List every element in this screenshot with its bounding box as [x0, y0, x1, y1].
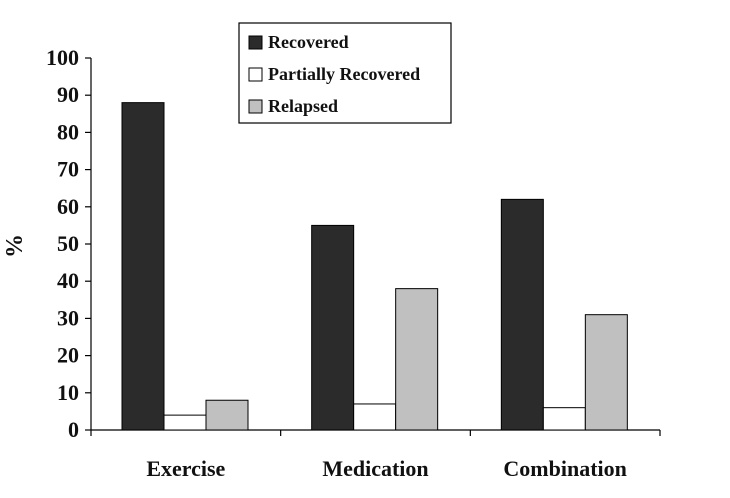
legend-swatch [248, 67, 263, 82]
y-tick-label: 100 [46, 45, 79, 70]
legend-swatch [248, 35, 263, 50]
y-tick-label: 0 [68, 417, 79, 442]
y-tick-label: 40 [57, 268, 79, 293]
y-tick-label: 50 [57, 231, 79, 256]
legend: Recovered Partially Recovered Relapsed [238, 22, 452, 124]
bar [584, 314, 628, 431]
y-tick-label: 10 [57, 380, 79, 405]
bar [121, 102, 165, 431]
bar [542, 407, 586, 431]
bar [163, 414, 207, 431]
y-tick-label: 60 [57, 194, 79, 219]
x-tick-label: Exercise [146, 456, 225, 481]
bar [311, 224, 355, 431]
x-tick-labels: Exercise Medication Combination [146, 456, 627, 481]
y-tick-label: 90 [57, 82, 79, 107]
bar [500, 198, 544, 431]
bar [395, 288, 439, 431]
y-tick-label: 20 [57, 343, 79, 368]
y-tick-label: 70 [57, 157, 79, 182]
x-tick-label: Medication [322, 456, 428, 481]
legend-label: Relapsed [268, 96, 338, 116]
x-tick-label: Combination [503, 456, 626, 481]
bar [353, 403, 397, 431]
y-tick-label: 80 [57, 119, 79, 144]
legend-label: Recovered [268, 32, 349, 52]
axes: 0 10 20 30 40 50 60 70 80 90 100 [46, 45, 661, 442]
legend-box [238, 22, 452, 124]
legend-swatch [248, 99, 263, 114]
bar [205, 399, 249, 431]
legend-label: Partially Recovered [268, 64, 420, 84]
bars [121, 102, 628, 431]
y-axis-label: % [2, 234, 28, 258]
y-tick-label: 30 [57, 305, 79, 330]
